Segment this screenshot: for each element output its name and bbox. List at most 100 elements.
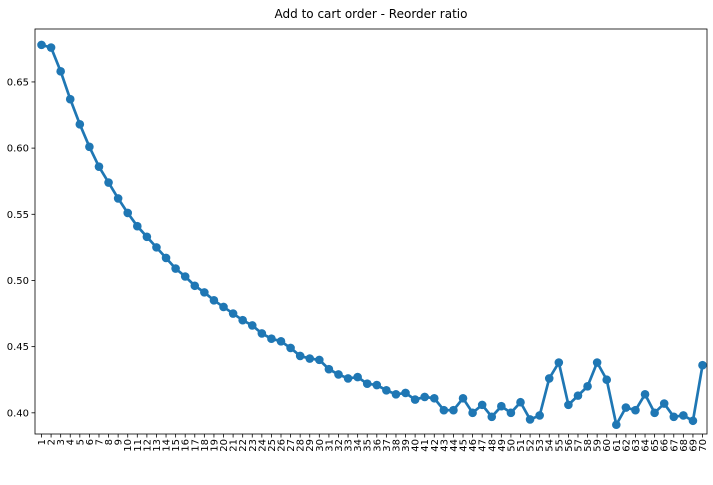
data-point (305, 354, 315, 363)
data-point (391, 389, 401, 399)
data-point (640, 389, 650, 399)
x-tick-label: 27 (286, 439, 297, 452)
data-point (468, 408, 477, 418)
data-point (190, 281, 200, 291)
x-tick-label: 70 (698, 439, 709, 452)
data-point (477, 400, 487, 410)
data-point (161, 253, 171, 263)
x-tick-label: 13 (152, 439, 163, 452)
data-point (295, 351, 305, 361)
x-tick-label: 46 (468, 439, 479, 452)
x-tick-label: 22 (238, 439, 249, 452)
x-tick-label: 28 (296, 439, 307, 452)
y-tick-label: 0.45 (7, 342, 29, 353)
data-point (219, 302, 228, 312)
data-point (439, 405, 449, 415)
data-point (592, 358, 602, 367)
x-tick-label: 52 (526, 439, 537, 452)
data-point (458, 393, 468, 403)
data-point (487, 412, 497, 422)
x-tick-label: 32 (334, 439, 345, 452)
data-point (180, 272, 190, 281)
x-tick-label: 24 (257, 439, 268, 452)
y-tick-label: 0.60 (7, 144, 29, 155)
x-tick-label: 1 (37, 439, 48, 445)
x-tick-label: 63 (631, 439, 642, 452)
data-point (133, 221, 142, 231)
series-layer (37, 40, 707, 430)
data-point (46, 43, 56, 52)
x-tick-label: 29 (305, 439, 316, 452)
x-tick-label: 61 (612, 439, 623, 452)
data-point (65, 94, 75, 104)
x-tick-label: 4 (66, 439, 77, 445)
x-tick-label: 69 (688, 439, 699, 452)
x-tick-label: 11 (133, 439, 144, 452)
data-point (631, 405, 640, 415)
x-tick-label: 6 (85, 439, 96, 445)
y-tick-label: 0.50 (7, 276, 29, 287)
data-point (372, 380, 382, 390)
x-tick-label: 5 (75, 439, 86, 445)
x-tick-label: 18 (200, 439, 211, 452)
data-point (171, 264, 180, 273)
data-point (602, 375, 612, 385)
x-tick-label: 37 (382, 439, 393, 452)
data-point (497, 401, 506, 411)
x-tick-label: 51 (516, 439, 527, 452)
data-point (516, 397, 525, 407)
data-point (315, 355, 324, 365)
x-tick-label: 25 (267, 439, 278, 452)
data-point (75, 119, 85, 129)
x-tick-label: 36 (372, 439, 383, 452)
x-tick-label: 39 (401, 439, 412, 452)
data-point (123, 208, 133, 218)
x-tick-label: 33 (344, 439, 355, 452)
data-point (583, 382, 592, 391)
x-tick-label: 44 (449, 439, 460, 452)
data-point (401, 388, 410, 398)
x-tick-label: 40 (411, 439, 422, 452)
x-tick-label: 23 (248, 439, 259, 452)
x-tick-label: 54 (545, 439, 556, 452)
x-tick-label: 55 (554, 439, 565, 452)
x-tick-label: 47 (478, 439, 489, 452)
x-tick-label: 43 (439, 439, 450, 452)
x-tick-label: 26 (277, 439, 288, 452)
x-tick-label: 3 (56, 439, 67, 445)
x-tick-label: 67 (669, 439, 680, 452)
data-point (669, 412, 679, 422)
data-point (506, 408, 516, 418)
data-point (621, 403, 631, 412)
x-tick-label: 7 (94, 439, 105, 445)
x-tick-label: 65 (650, 439, 661, 452)
x-tick-label: 53 (535, 439, 546, 452)
x-tick-label: 9 (114, 439, 125, 445)
data-point (334, 370, 343, 379)
data-point (353, 372, 362, 382)
chart-title: Add to cart order - Reorder ratio (275, 7, 468, 21)
data-point (286, 343, 295, 353)
x-tick-label: 10 (123, 439, 134, 452)
data-point (688, 416, 698, 426)
data-point (56, 67, 65, 76)
data-point (679, 411, 688, 420)
data-point (382, 386, 391, 395)
data-point (257, 329, 267, 338)
data-point (410, 395, 420, 404)
x-tick-label: 49 (497, 439, 508, 452)
data-point (650, 408, 659, 418)
x-tick-label: 57 (573, 439, 584, 452)
y-tick-label: 0.55 (7, 210, 29, 221)
x-tick-label: 21 (229, 439, 240, 452)
data-point (142, 232, 152, 242)
data-point (573, 391, 583, 400)
data-point (209, 296, 219, 305)
data-point (94, 162, 104, 171)
plot-frame (34, 28, 708, 435)
y-axis: 0.40 0.45 0.50 0.55 0.60 0.65 (7, 77, 35, 419)
x-tick-label: 41 (420, 439, 431, 452)
x-tick-label: 64 (641, 439, 652, 452)
x-tick-label: 31 (324, 439, 335, 452)
y-tick-label: 0.40 (7, 408, 29, 419)
